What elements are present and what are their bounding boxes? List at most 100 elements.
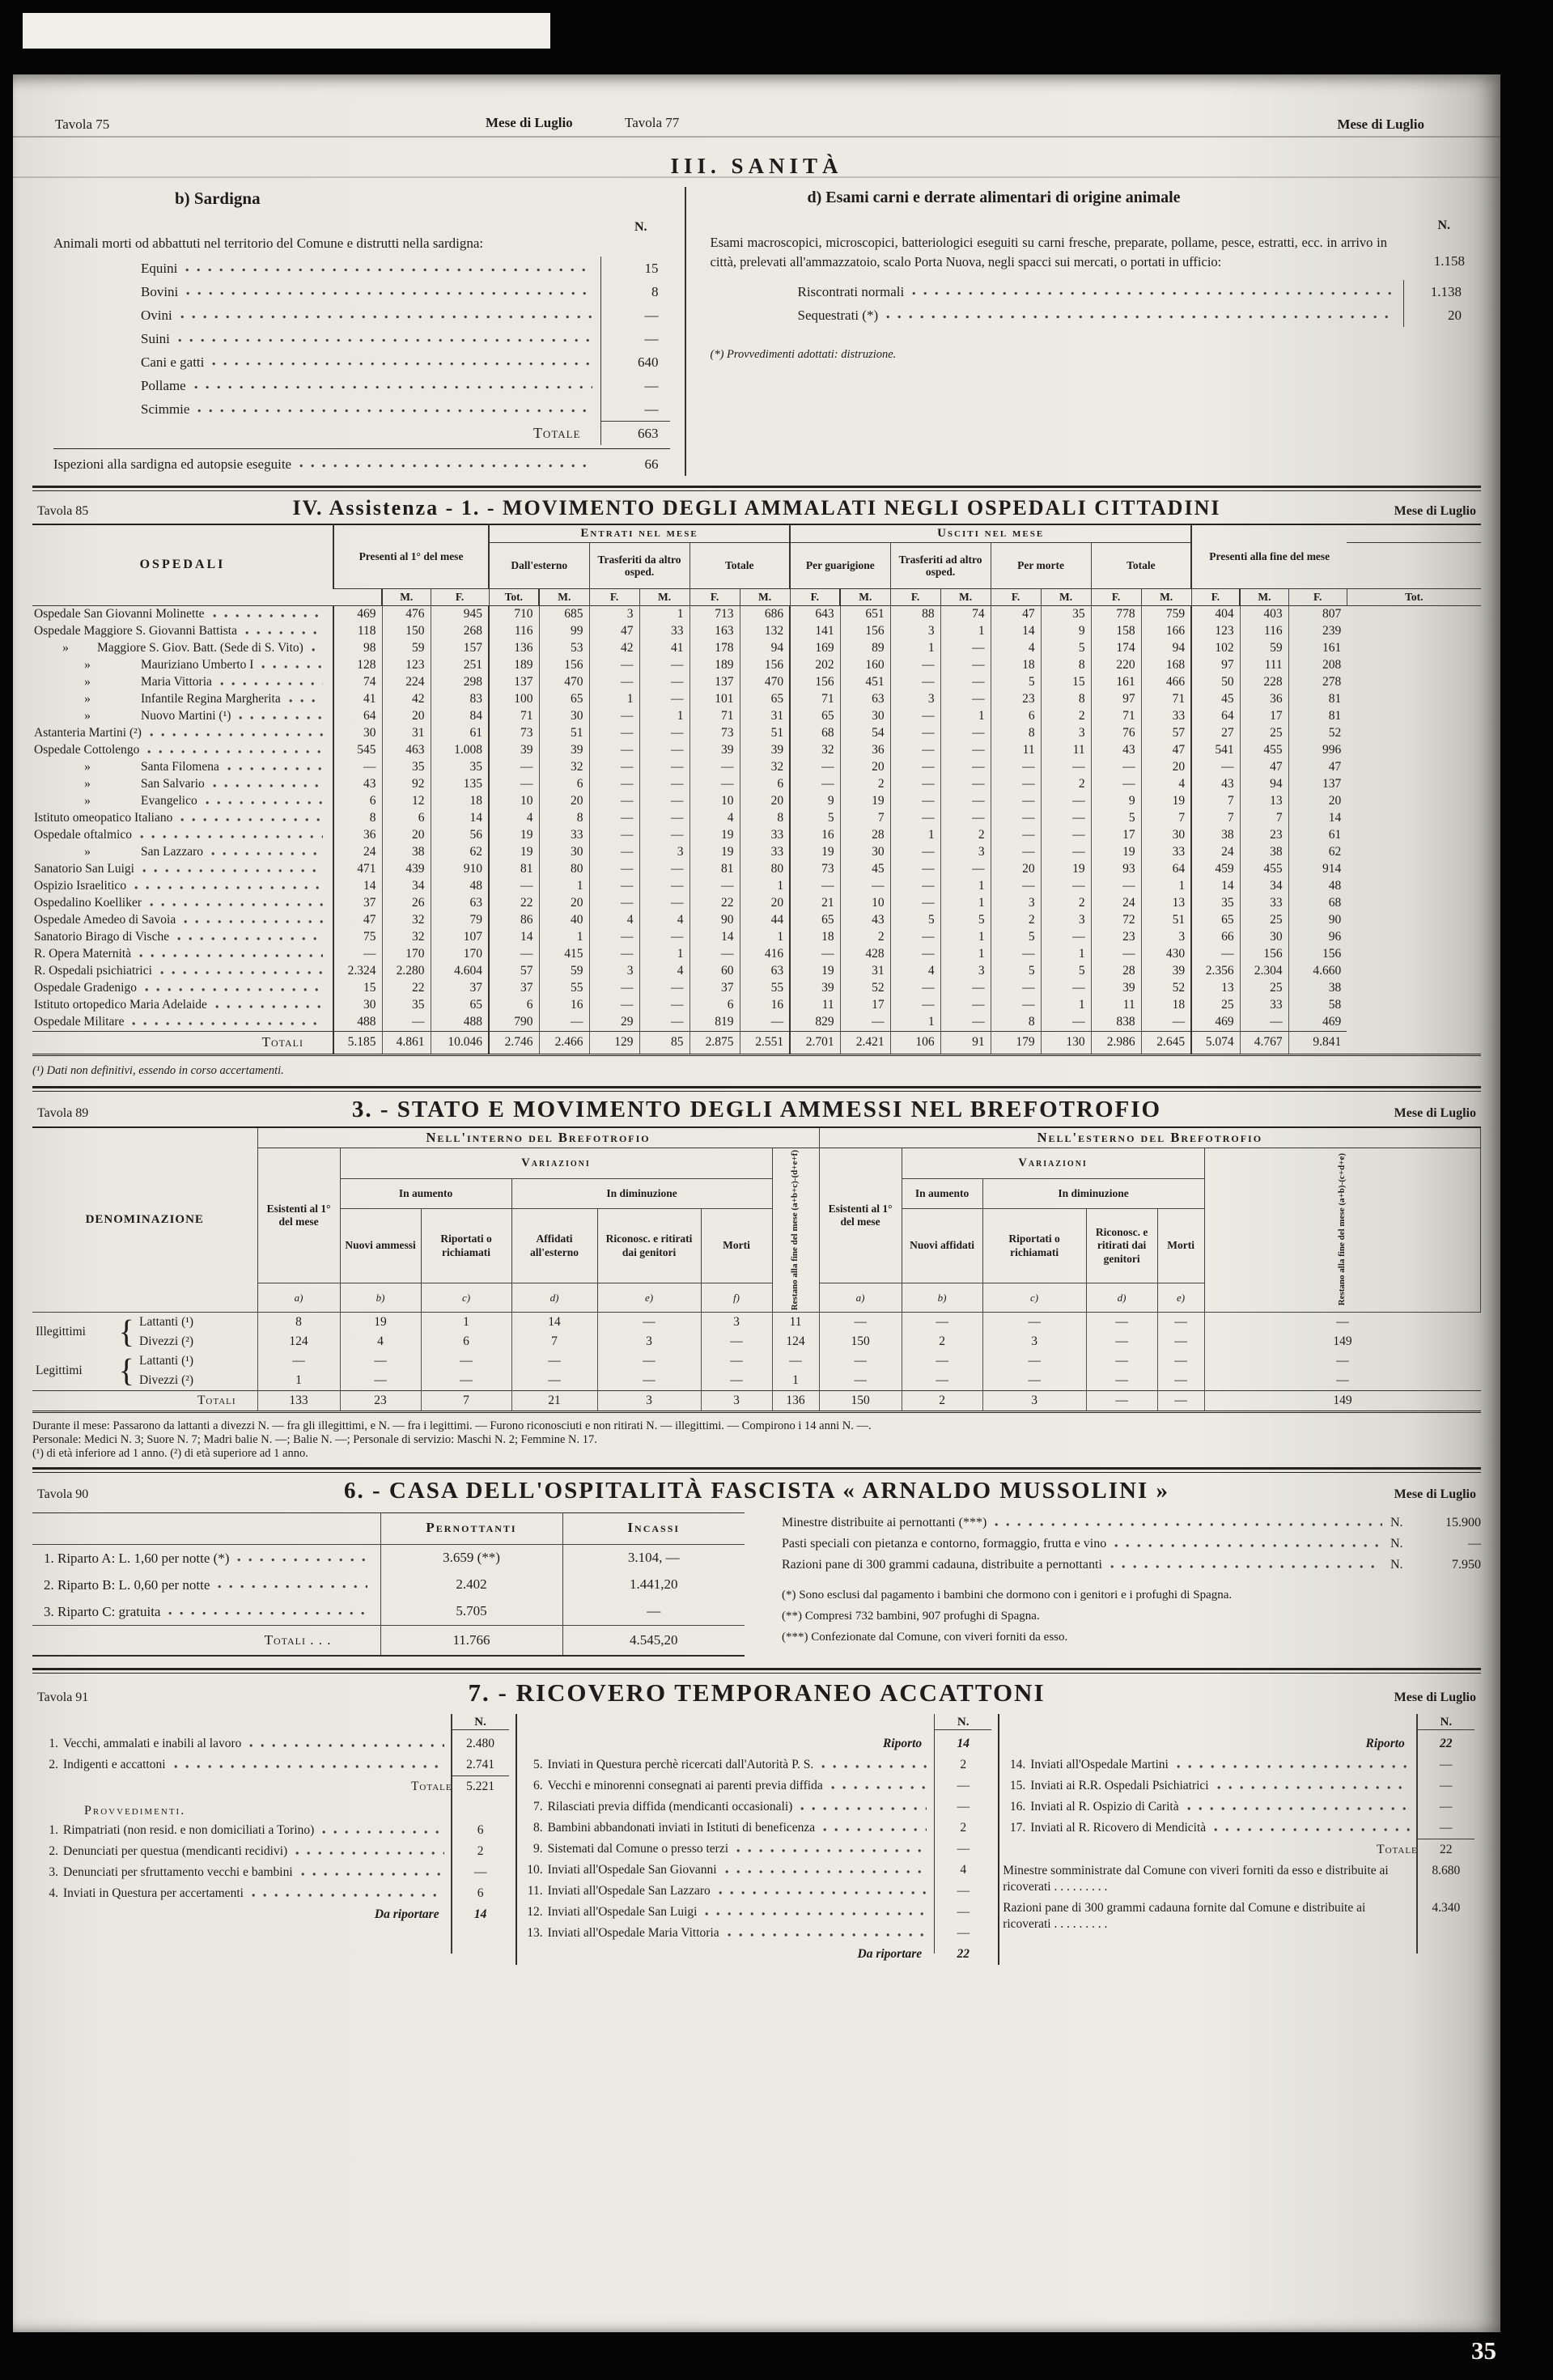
letter-f: f) <box>700 1283 773 1313</box>
value-cell: 96 <box>1288 928 1347 946</box>
value-cell: — <box>982 1370 1087 1391</box>
value-cell: 8 <box>538 809 590 827</box>
incassi-value: 1.441,20 <box>562 1571 745 1598</box>
value-cell: 15 <box>1040 673 1092 691</box>
value-cell: 99 <box>538 622 590 640</box>
table-row: Istituto omeopatico Italiano 8 6 14 4 8— —4 8 5 7… <box>32 809 1481 827</box>
value-cell: 90 <box>1288 911 1347 929</box>
value-cell: 47 <box>1239 758 1289 776</box>
hospital-name-cell: R. Ospedali psichiatrici <box>32 963 333 980</box>
value-cell: 4 <box>639 911 690 929</box>
value-cell: 2 <box>940 826 991 844</box>
value-cell: 31 <box>381 724 431 742</box>
value-cell: 20 <box>839 758 891 776</box>
col-restano-est: Restano alla fine del mese (a+b)-(c+d+e) <box>1336 1153 1347 1306</box>
item-value: 1.138 <box>1403 279 1473 303</box>
value-cell: 32 <box>538 758 590 776</box>
item-value: 4 <box>960 1862 967 1877</box>
value-cell: 10 <box>689 792 740 810</box>
name-flex: Ospedale Militare <box>34 1015 331 1029</box>
value-cell: 3 <box>1040 911 1092 929</box>
name-flex: Ospizio Israelitico <box>34 879 331 893</box>
list-row: 11. Inviati all'Ospedale San Lazzaro — <box>520 1881 992 1902</box>
name-flex: R. Opera Maternità <box>34 947 331 961</box>
carry-label: Totale <box>1377 1842 1418 1856</box>
value-cell: 65 <box>789 707 841 725</box>
col-riconosc-est: Riconosc. e ritirati dai genitori <box>1085 1208 1158 1284</box>
value-cell: 76 <box>1090 724 1142 742</box>
ditto-mark: » <box>84 760 91 774</box>
dot-leader <box>144 982 323 995</box>
value-cell: 169 <box>789 639 841 657</box>
dot-leader <box>995 1516 1382 1529</box>
value-cell: 20 <box>1140 758 1192 776</box>
value-cell: — <box>420 1351 512 1371</box>
value-cell: 41 <box>639 639 690 657</box>
value-cell: — <box>889 724 941 742</box>
n-column-header: N. <box>520 1714 992 1733</box>
value-cell: 9 <box>1040 622 1092 640</box>
item-value: — <box>957 1799 970 1814</box>
value-cell: 7 <box>420 1389 512 1412</box>
letter-e: e) <box>596 1283 702 1313</box>
value-cell: 94 <box>739 639 791 657</box>
row-label: Minestre distribuite ai pernottanti (***… <box>782 1515 987 1529</box>
item-value: 2 <box>960 1757 967 1771</box>
value-cell: 132 <box>739 622 791 640</box>
subhead-m: M. <box>839 588 891 606</box>
value-cell: — <box>1190 945 1241 963</box>
sardigna-item: Pollame — <box>53 373 670 397</box>
value-cell: 451 <box>839 673 891 691</box>
item-label: Inviati all'Ospedale Maria Vittoria <box>547 1925 719 1940</box>
value-cell: 156 <box>739 656 791 674</box>
value-cell: 8 <box>1040 656 1092 674</box>
list-row: 4. Inviati in Questura per accertamenti 6 <box>36 1883 509 1904</box>
dot-leader <box>180 308 592 322</box>
list-row: 7. Rilasciati previa diffida (mendicanti … <box>520 1797 992 1818</box>
item-label: Vecchi, ammalati e inabili al lavoro <box>63 1736 242 1750</box>
value-cell: — <box>639 656 690 674</box>
item-number: 1. <box>49 1822 58 1837</box>
value-cell: 3 <box>940 962 991 980</box>
value-cell: — <box>588 758 640 776</box>
value-cell: 51 <box>538 724 590 742</box>
value-cell: — <box>588 877 640 895</box>
value-cell: — <box>940 860 991 878</box>
value-cell: 47 <box>990 605 1042 623</box>
value-cell: 3 <box>639 843 690 861</box>
value-cell: 23 <box>339 1389 422 1412</box>
value-cell: 2.986 <box>1090 1030 1142 1055</box>
value-cell: 20 <box>1288 792 1347 810</box>
value-cell: 38 <box>381 843 431 861</box>
value-cell: 16 <box>739 996 791 1014</box>
value-cell: 30 <box>333 724 382 742</box>
col-incassi: Incassi <box>562 1512 745 1545</box>
table-row: Istituto ortopedico Maria Adelaide 30 35 65… <box>32 996 1481 1014</box>
value-cell: — <box>381 1013 431 1032</box>
value-cell: 2.421 <box>839 1030 891 1055</box>
value-cell: 9 <box>1090 792 1142 810</box>
tavola-left-label: Tavola 75 <box>55 117 110 132</box>
col-per-guarigione: Per guarigione <box>789 542 891 589</box>
value-cell: 32 <box>739 758 791 776</box>
value-cell: 20 <box>739 792 791 810</box>
row-value: 15.900 <box>1445 1515 1481 1529</box>
value-cell: — <box>818 1351 902 1371</box>
value-cell: 135 <box>430 775 490 793</box>
value-cell: 75 <box>333 928 382 946</box>
value-cell: 829 <box>789 1013 841 1032</box>
name-flex: Ospedale oftalmico <box>34 828 331 842</box>
value-cell: 16 <box>538 996 590 1014</box>
value-cell: — <box>1040 877 1092 895</box>
name-flex: » Mauriziano Umberto I <box>34 658 331 672</box>
value-cell: — <box>990 826 1042 844</box>
value-cell: 178 <box>689 639 740 657</box>
value-cell: 14 <box>488 928 540 946</box>
hospital-name: Astanteria Martini (²) <box>34 726 142 740</box>
value-cell: 1 <box>771 1370 820 1391</box>
brefotrofio-table-body: Illegittimi{Lattanti (¹) 8 19 1 14—3 11— — — — — —… <box>32 1312 1481 1412</box>
value-cell: 116 <box>1239 622 1289 640</box>
value-cell: 18 <box>789 928 841 946</box>
dot-leader <box>912 284 1395 299</box>
value-cell: — <box>940 979 991 997</box>
